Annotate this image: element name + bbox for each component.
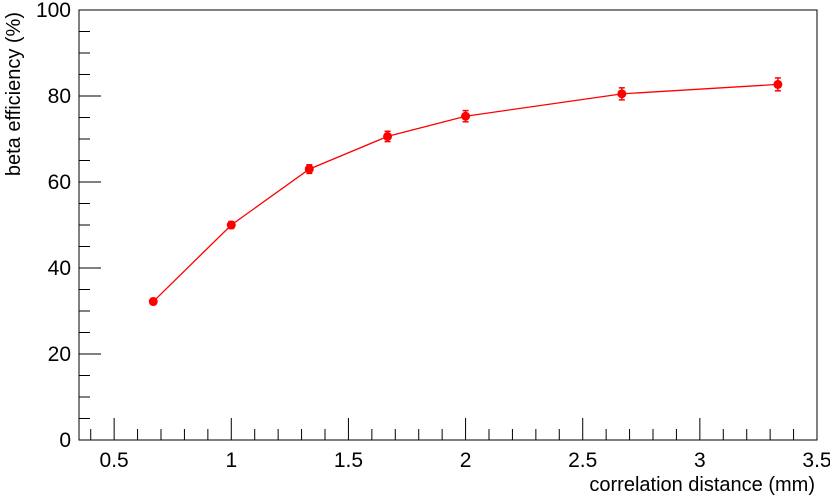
x-tick-label: 2 (460, 449, 472, 472)
plot-border (78, 9, 818, 441)
data-point (148, 297, 158, 307)
x-axis-title: correlation distance (mm) (589, 474, 815, 496)
y-axis: 0 20 40 60 80 100 (36, 0, 101, 452)
data-point (383, 131, 393, 141)
x-tick-label: 3 (694, 449, 706, 472)
x-tick-label: 3.5 (802, 449, 830, 472)
x-tick-label: 1.5 (334, 449, 363, 472)
data-point (226, 220, 236, 230)
x-tick-label: 1 (225, 449, 237, 472)
y-axis-title: beta efficiency (%) (3, 12, 25, 176)
y-tick-label: 0 (59, 429, 71, 452)
x-tick-label: 0.5 (100, 449, 129, 472)
data-point (773, 79, 783, 89)
y-tick-label: 100 (36, 0, 71, 22)
plot-frame (78, 9, 818, 441)
x-tick-label: 2.5 (568, 449, 597, 472)
y-tick-label: 80 (48, 85, 71, 108)
x-axis: 0.5 1 1.5 2 2.5 3 3.5 (90, 418, 830, 472)
data-point (617, 89, 627, 99)
y-tick-label: 40 (48, 257, 71, 280)
data-point (461, 111, 471, 121)
y-tick-label: 20 (48, 343, 71, 366)
y-tick-label: 60 (48, 171, 71, 194)
data-point (304, 164, 314, 174)
data-series (148, 77, 783, 307)
